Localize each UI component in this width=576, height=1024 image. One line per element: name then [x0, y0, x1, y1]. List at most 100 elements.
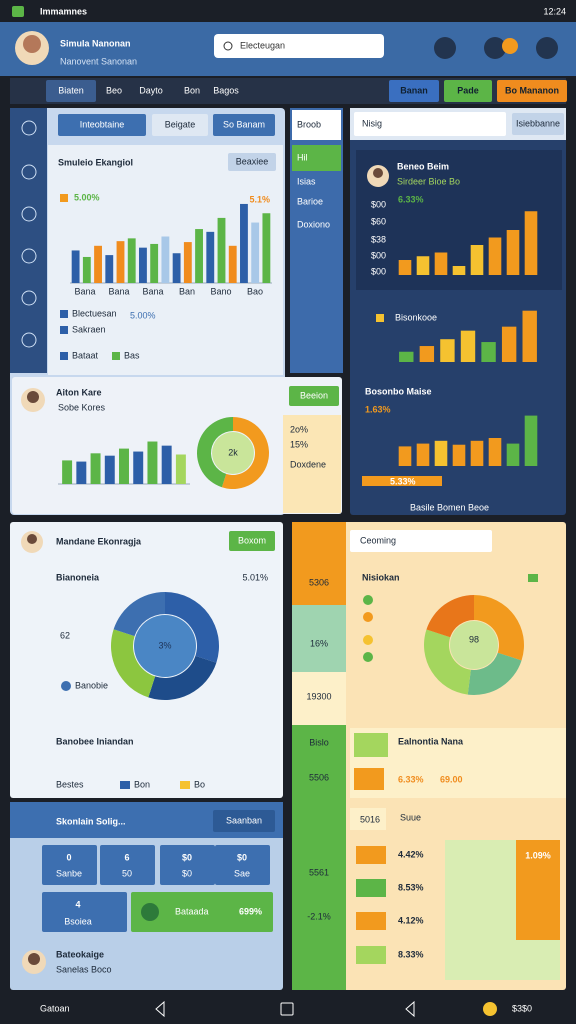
donut-slice — [467, 652, 522, 696]
tile[interactable] — [42, 845, 97, 885]
status-time: 12:24 — [543, 6, 566, 16]
bar — [434, 440, 448, 466]
bar — [440, 339, 455, 362]
column-segment — [292, 522, 346, 605]
list-value: 8.33% — [398, 949, 424, 959]
bar — [501, 326, 517, 362]
nav-button[interactable] — [497, 80, 567, 102]
donut-slice — [110, 629, 156, 698]
column-label: -2.1% — [307, 911, 331, 921]
card-button[interactable] — [289, 386, 339, 406]
donut-slice — [196, 417, 233, 488]
tile[interactable] — [215, 845, 270, 885]
side-label: 2o% — [290, 424, 308, 434]
donut-center-label: 3% — [158, 640, 171, 650]
nav-button[interactable] — [389, 80, 439, 102]
bar — [139, 247, 147, 283]
sidebar-icon — [21, 248, 37, 264]
menu-item-highlight[interactable] — [292, 145, 341, 171]
nav-button[interactable] — [444, 80, 492, 102]
sidebar-icon — [21, 120, 37, 136]
list-value: 8.53% — [398, 882, 424, 892]
list-swatch — [356, 846, 386, 864]
legend-value: Bas — [124, 350, 140, 360]
y-tick-label: $38 — [371, 234, 386, 244]
list-swatch — [356, 879, 386, 897]
nav-tab: Bon — [184, 85, 200, 95]
user-name: Bateokaige — [56, 949, 104, 959]
tile-value: $0 — [182, 852, 192, 862]
header-button[interactable] — [484, 37, 506, 59]
column-label: 19300 — [306, 691, 331, 701]
bar — [104, 455, 115, 484]
legend-dot — [363, 595, 373, 605]
bar — [71, 250, 80, 283]
nav-back[interactable] — [405, 1000, 415, 1018]
search-box[interactable] — [354, 112, 506, 136]
sidebar — [10, 108, 47, 373]
header-button[interactable] — [536, 37, 558, 59]
sidebar-icon — [21, 332, 37, 348]
chart-title: Smuleio Ekangiol — [58, 157, 133, 167]
nav-back[interactable] — [155, 1000, 165, 1018]
tile[interactable] — [42, 892, 127, 932]
bar — [452, 266, 466, 275]
tile[interactable] — [160, 845, 215, 885]
panel-button[interactable] — [152, 114, 208, 136]
panel-button[interactable] — [58, 114, 146, 136]
legend-swatch — [112, 352, 120, 360]
card-button[interactable] — [229, 531, 275, 551]
avatar-face — [28, 953, 40, 965]
bar — [488, 237, 502, 275]
panel-button-label: Inteobtaine — [80, 119, 125, 129]
bar — [416, 256, 430, 275]
bar — [460, 330, 476, 362]
header-button[interactable] — [434, 37, 456, 59]
row-chip — [350, 808, 386, 830]
bar — [217, 217, 226, 283]
bar — [419, 346, 435, 362]
bar — [206, 231, 215, 283]
chart-label: 1.63% — [365, 404, 391, 414]
chart-label: 5.00% — [74, 192, 100, 202]
chart-title: Bosonbo Maise — [365, 386, 432, 396]
legend-value: 5.00% — [130, 310, 156, 320]
tile-value: 699% — [239, 906, 262, 916]
bar — [127, 238, 136, 283]
banner-title: Ealnontia Nana — [398, 736, 464, 746]
row-label: Suue — [400, 812, 421, 822]
tab[interactable] — [350, 530, 492, 552]
panel-button-label: Beigate — [165, 119, 196, 129]
chart-subtitle: Sirdeer Bioe Bo — [397, 176, 460, 186]
nav-tab: Beo — [106, 85, 122, 95]
search-box[interactable] — [214, 34, 384, 58]
bar — [228, 245, 237, 283]
avatar-face — [27, 391, 39, 403]
panel-button[interactable] — [213, 114, 275, 136]
toolbar-button[interactable] — [512, 113, 564, 135]
header-title: Simula Nanonan — [60, 38, 131, 48]
menu-item-active[interactable] — [292, 110, 341, 140]
legend-label: Bataat — [72, 350, 99, 360]
donut-center — [134, 615, 196, 677]
avatar-face — [23, 35, 41, 53]
nav-button-label: Pade — [457, 85, 479, 95]
banner-icon — [354, 768, 384, 790]
x-tick-label: Bao — [247, 286, 263, 296]
tile-value: 0 — [66, 852, 71, 862]
nav-home[interactable] — [280, 1002, 294, 1016]
menu-item: Hil — [297, 152, 308, 162]
card-button[interactable] — [213, 810, 275, 832]
bar — [470, 440, 484, 466]
list-value: 4.42% — [398, 849, 424, 859]
tile[interactable] — [131, 892, 273, 932]
tile[interactable] — [100, 845, 155, 885]
chart-label: Bisonkooe — [395, 312, 437, 322]
bar — [470, 245, 484, 275]
bar — [522, 310, 537, 362]
legend-swatch — [60, 352, 68, 360]
bar — [399, 351, 414, 362]
chart-button[interactable] — [228, 153, 276, 171]
column-segment — [292, 725, 346, 990]
